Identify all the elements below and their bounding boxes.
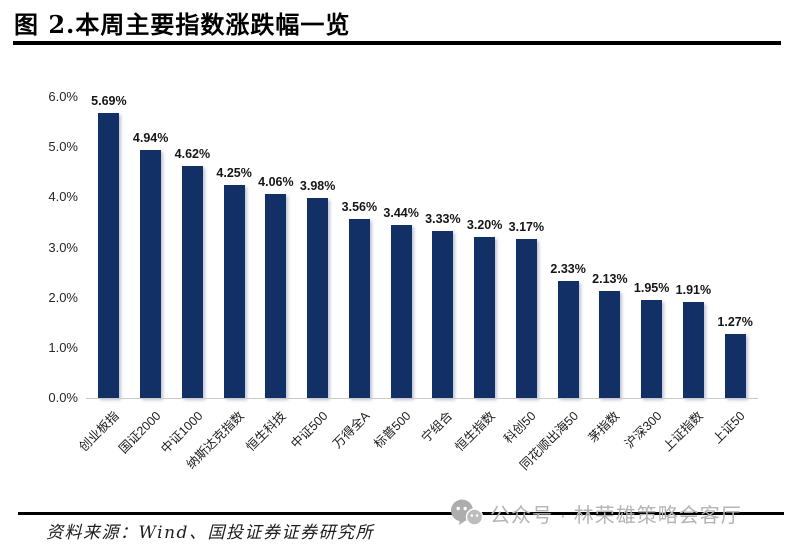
bar (307, 198, 329, 398)
bar-value-label: 4.62% (174, 147, 211, 162)
figure-title: 图 2.本周主要指数涨跌幅一览 (14, 10, 351, 39)
bar-cell: 2.13% (589, 80, 631, 398)
bar-value-label: 3.17% (508, 219, 545, 234)
bar-series: 5.69% 4.94% 4.62% 4.25% 4.06% 3.98% 3.56% 3.44%… (88, 80, 756, 398)
x-axis-category-label: 国证2000 (116, 408, 164, 457)
bar-cell: 4.62% (172, 80, 214, 398)
bar-cell: 1.27% (714, 80, 756, 398)
bar-cell: 3.33% (422, 80, 464, 398)
y-axis-tick-label: 2.0% (48, 289, 78, 305)
bar-cell: 3.44% (380, 80, 422, 398)
bar-value-label: 4.94% (132, 131, 169, 146)
bar (724, 334, 746, 398)
bar-cell: 3.56% (339, 80, 381, 398)
bar (140, 150, 162, 398)
watermark: 公众号 · 林荣雄策略会客厅 (450, 497, 742, 529)
bar (557, 281, 579, 398)
watermark-text: 公众号 · 林荣雄策略会客厅 (490, 504, 742, 527)
x-axis-category-label: 创业板指 (76, 408, 122, 455)
bar (348, 219, 370, 398)
bar-value-label: 3.44% (383, 206, 419, 221)
bar (474, 237, 496, 398)
bar-value-label: 1.27% (717, 315, 753, 330)
bar (223, 184, 245, 398)
bar-value-label: 4.25% (216, 165, 252, 180)
bar (181, 166, 203, 398)
bar-value-label: 5.69% (91, 93, 127, 108)
bar-value-label: 3.33% (425, 211, 461, 226)
bar (98, 112, 120, 398)
bar-cell: 3.98% (297, 80, 339, 398)
y-axis-tick-label: 6.0% (48, 89, 78, 104)
x-axis-category-label: 中证500 (288, 408, 331, 452)
bar-value-label: 3.98% (299, 179, 336, 194)
bar (432, 230, 454, 398)
bar-value-label: 3.20% (466, 218, 503, 233)
bar (641, 300, 663, 398)
y-axis-tick-label: 4.0% (48, 189, 78, 205)
bar-cell: 1.95% (631, 80, 673, 398)
y-axis-tick-label: 5.0% (48, 139, 78, 155)
bar-value-label: 3.56% (341, 200, 378, 215)
bar (599, 291, 621, 398)
bar-value-label: 2.13% (592, 272, 628, 287)
x-axis-category-label: 恒生科技 (243, 408, 289, 455)
x-axis-baseline (86, 398, 758, 399)
bar-value-label: 4.06% (258, 175, 294, 190)
bar (265, 194, 287, 398)
bar (515, 238, 537, 398)
y-axis-tick-label: 3.0% (48, 239, 78, 255)
y-axis-tick-label: 1.0% (48, 339, 78, 355)
x-axis-category-label: 上证50 (710, 408, 748, 447)
bar-cell: 2.33% (547, 80, 589, 398)
x-axis-category-label: 恒生指数 (452, 408, 498, 455)
x-axis-category-label: 茅指数 (586, 408, 623, 446)
title-underline (13, 41, 781, 45)
bar (390, 225, 412, 398)
bar-value-label: 1.95% (633, 281, 670, 296)
bar-cell: 5.69% (88, 80, 130, 398)
bar-cell: 4.06% (255, 80, 297, 398)
bar-value-label: 2.33% (550, 262, 586, 277)
bar-cell: 3.17% (506, 80, 548, 398)
bar-chart: 5.69% 4.94% 4.62% 4.25% 4.06% 3.98% 3.56% 3.44%… (30, 80, 764, 498)
bar-cell: 1.91% (673, 80, 715, 398)
x-axis-category-label: 上证指数 (660, 408, 707, 455)
bar-cell: 4.94% (130, 80, 172, 398)
footer-divider (18, 512, 784, 515)
bar-cell: 4.25% (213, 80, 255, 398)
wechat-bubbles-icon (450, 499, 483, 527)
y-axis-tick-label: 0.0% (48, 390, 78, 405)
x-axis-category-label: 万得全A (329, 408, 373, 452)
source-note: 资料来源：Wind、国投证券证券研究所 (46, 523, 374, 543)
x-axis-category-label: 标普500 (371, 408, 414, 452)
bar-value-label: 1.91% (675, 283, 712, 298)
bar (682, 302, 704, 398)
bar-cell: 3.20% (464, 80, 506, 398)
x-axis-category-label: 沪深300 (622, 408, 665, 452)
